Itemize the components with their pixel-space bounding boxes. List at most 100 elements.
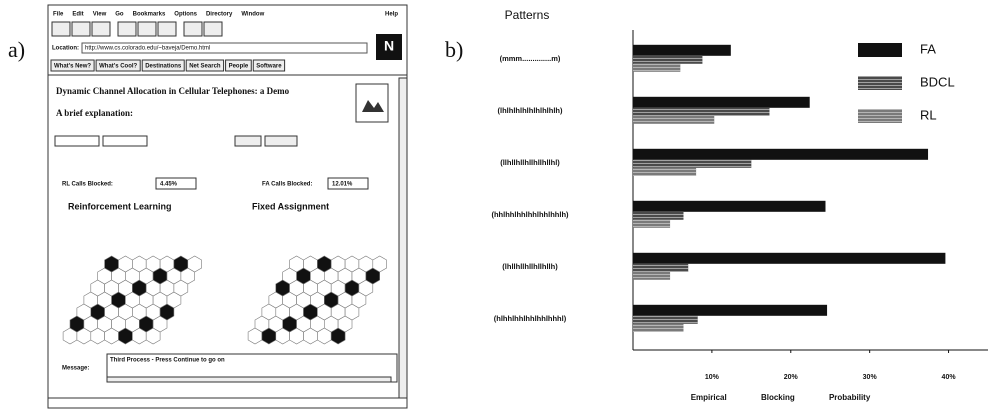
- control-button[interactable]: [264, 135, 298, 147]
- cell: [372, 255, 387, 273]
- fa-blocked-field: [327, 177, 369, 190]
- bar-texture: [633, 263, 689, 272]
- directory-button[interactable]: [185, 59, 225, 72]
- rl-blocked-field: [155, 177, 197, 190]
- directory-button-label: Destinations: [145, 64, 182, 70]
- menu-item[interactable]: Go: [115, 12, 124, 18]
- rl-blocked-label: RL Calls Blocked:: [62, 182, 113, 188]
- input-field[interactable]: [54, 135, 100, 147]
- tool-button[interactable]: [203, 21, 223, 37]
- menu-item[interactable]: View: [93, 12, 107, 18]
- tool-button[interactable]: [157, 21, 177, 37]
- tool-button[interactable]: [137, 21, 157, 37]
- menu-item[interactable]: Help: [385, 12, 398, 18]
- page-heading: Dynamic Channel Allocation in Cellular T…: [56, 86, 290, 96]
- directory-button-label: What's Cool?: [99, 64, 137, 70]
- category-label: (mmm..............m): [500, 54, 561, 63]
- directory-button[interactable]: [225, 59, 252, 72]
- bar: [633, 304, 828, 316]
- input-field[interactable]: [102, 135, 148, 147]
- bar-texture: [633, 323, 684, 332]
- menu-bar: File Edit View Go Bookmarks Options Directory W…: [53, 12, 265, 18]
- demo-image: [355, 83, 389, 123]
- directory-button[interactable]: [252, 59, 286, 72]
- bar: [633, 44, 731, 56]
- menu-item[interactable]: Options: [174, 12, 197, 18]
- cell: [187, 255, 202, 273]
- message-text: Third Process - Press Continue to go on: [110, 358, 225, 364]
- category-label: (llhllhllhllhllhllhl): [500, 158, 560, 167]
- chart-title: Patterns: [505, 8, 550, 22]
- x-tick-label: 20%: [784, 374, 799, 381]
- tool-button[interactable]: [91, 21, 111, 37]
- fa-blocked-label: FA Calls Blocked:: [262, 182, 312, 188]
- x-axis-label: Empirical Blocking Probability: [691, 393, 871, 402]
- logo: [376, 34, 402, 60]
- control-button[interactable]: [234, 135, 262, 147]
- rl-blocked-value: 4.45%: [160, 182, 178, 188]
- bar: [633, 252, 946, 264]
- demo-image-graphic: [362, 100, 384, 112]
- message-label: Message:: [62, 366, 89, 372]
- x-tick-label: 30%: [863, 374, 878, 381]
- rl-title: Reinforcement Learning: [68, 201, 172, 211]
- legend-texture: [858, 76, 902, 90]
- bar: [633, 200, 826, 212]
- menu-item[interactable]: Directory: [206, 12, 233, 18]
- bar: [633, 96, 810, 108]
- fa-title: Fixed Assignment: [252, 201, 329, 211]
- directory-button[interactable]: [95, 59, 141, 72]
- menu-item[interactable]: Bookmarks: [133, 12, 166, 18]
- panel-label: a): [8, 37, 25, 62]
- scrollbar[interactable]: [398, 77, 408, 399]
- menu-item[interactable]: Edit: [72, 12, 83, 18]
- location-url: http://www.cs.colorado.edu/~baveja/Demo.…: [85, 46, 210, 52]
- directory-buttons: What's New? What's Cool? Destinations Net S…: [50, 59, 286, 72]
- directory-button-label: What's New?: [54, 64, 91, 70]
- bar-texture: [633, 315, 698, 324]
- bar-texture: [633, 107, 770, 116]
- bar-texture: [633, 63, 681, 72]
- tool-button[interactable]: [183, 21, 203, 37]
- category-label: (hhlhhlhhlhhlhhlhhlh): [491, 210, 569, 219]
- controls: [54, 135, 298, 147]
- bar-texture: [633, 211, 684, 220]
- panel-label: b): [445, 37, 463, 62]
- directory-button-label: Net Search: [189, 64, 221, 70]
- legend-label: FA: [920, 41, 936, 56]
- tool-button[interactable]: [51, 21, 71, 37]
- browser-window: File Edit View Go Bookmarks Options Directory W…: [47, 4, 408, 409]
- bar-texture: [633, 55, 703, 64]
- bar-texture: [633, 115, 715, 124]
- location-label: Location:: [52, 46, 79, 52]
- menu-item[interactable]: File: [53, 12, 64, 18]
- message-scrollbar[interactable]: [106, 376, 392, 383]
- location-field[interactable]: [81, 42, 368, 54]
- bar-texture: [633, 167, 697, 176]
- category-label: (lhlhlhlhlhlhlhlhlh): [498, 106, 563, 115]
- page-subheading: A brief explanation:: [56, 108, 133, 118]
- bar-texture: [633, 159, 752, 168]
- cell-grids: [62, 255, 387, 345]
- menu-item[interactable]: Window: [241, 12, 264, 18]
- tool-button[interactable]: [117, 21, 137, 37]
- logo-mark: N: [384, 38, 394, 54]
- bar: [633, 148, 929, 160]
- legend-swatch: [858, 43, 902, 57]
- x-tick-label: 40%: [942, 374, 957, 381]
- legend-texture: [858, 109, 902, 123]
- directory-button-label: Software: [256, 64, 282, 70]
- directory-button-label: People: [229, 64, 249, 70]
- toolbar: N: [51, 21, 402, 60]
- category-label: (hlhhlhhlhhlhhlhhhl): [494, 314, 567, 323]
- tool-button[interactable]: [71, 21, 91, 37]
- x-tick-label: 10%: [705, 374, 720, 381]
- bar-texture: [633, 219, 671, 228]
- fa-blocked-value: 12.01%: [332, 182, 353, 188]
- directory-button[interactable]: [141, 59, 185, 72]
- legend-label: RL: [920, 107, 937, 122]
- bar-texture: [633, 271, 671, 280]
- directory-button[interactable]: [50, 59, 95, 72]
